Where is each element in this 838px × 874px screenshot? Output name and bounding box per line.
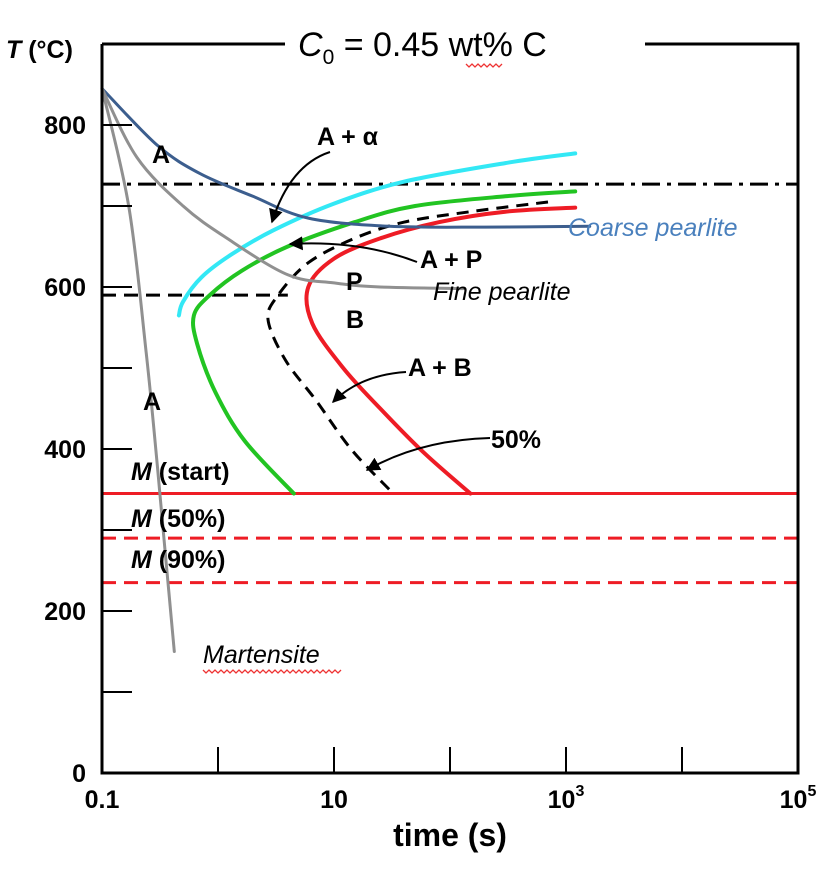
cooling-coarse-pearlite	[100, 87, 592, 229]
y-tick-label: 200	[44, 598, 86, 626]
x-axis-label: time (s)	[393, 817, 507, 853]
label-fine-pearlite: Fine pearlite	[433, 278, 571, 306]
label-m-90: M (90%)	[131, 546, 225, 574]
region-label-a-upper: A	[152, 141, 170, 169]
x-tick-label: 0.1	[85, 786, 120, 814]
label-m-start: M (start)	[131, 458, 230, 486]
arrow-a-plus-b	[332, 371, 407, 403]
cooling-fine-pearlite	[100, 87, 465, 291]
arrow-fifty-percent	[365, 437, 491, 471]
region-label-a-plus-alpha: A + α	[317, 123, 379, 151]
label-m-start-rest: (start)	[152, 458, 230, 486]
x-tick-exponent: 3	[575, 783, 584, 800]
series-curves	[100, 87, 592, 653]
y-tick-label: 400	[44, 436, 86, 464]
annotation-arrows	[269, 151, 491, 471]
label-m-90-rest: (90%)	[152, 546, 226, 574]
label-m-50-rest: (50%)	[152, 505, 226, 533]
region-label-p: P	[346, 268, 363, 296]
y-tick-label: 600	[44, 274, 86, 302]
region-label-b: B	[346, 306, 364, 334]
reference-lines	[102, 182, 798, 585]
y-axis-label-rest: (°C)	[21, 36, 73, 64]
region-label-a-lower: A	[143, 388, 161, 416]
chart-title: C0 = 0.45 wt% C	[298, 26, 547, 69]
region-label-a-plus-p: A + P	[420, 246, 482, 274]
axes	[100, 42, 800, 775]
y-axis-label: T (°C)	[6, 36, 73, 64]
complete-curve	[304, 205, 578, 496]
y-tick-label: 800	[44, 112, 86, 140]
chart-title-rest: = 0.45 wt% C	[334, 26, 547, 64]
chart-title-sub: 0	[323, 46, 335, 69]
x-tick-label: 103	[548, 783, 585, 814]
arrow-a-plus-p	[288, 236, 418, 263]
title-spell-underline	[465, 63, 503, 68]
label-coarse-pearlite: Coarse pearlite	[568, 214, 738, 242]
label-martensite: Martensite	[203, 641, 320, 669]
x-tick-label: 10	[320, 786, 348, 814]
arrow-a-plus-alpha	[269, 151, 331, 224]
region-label-a-plus-b: A + B	[408, 354, 472, 382]
label-m-50-m: M	[131, 505, 153, 533]
cooling-martensite	[100, 87, 176, 653]
y-tick-label: 0	[72, 760, 86, 788]
x-tick-exponent: 5	[807, 783, 816, 800]
chart-title-c: C	[298, 26, 323, 64]
start-curve	[176, 151, 578, 318]
label-m-90-m: M	[131, 546, 153, 574]
y-axis-label-italic: T	[6, 36, 24, 64]
label-m-50: M (50%)	[131, 505, 225, 533]
label-m-start-m: M	[131, 458, 153, 486]
region-label-fifty-percent: 50%	[491, 426, 541, 454]
x-tick-label: 105	[780, 783, 817, 814]
martensite-spell-underline	[202, 669, 342, 674]
fifty-percent-curve	[266, 200, 549, 491]
finish-curve	[191, 189, 578, 496]
